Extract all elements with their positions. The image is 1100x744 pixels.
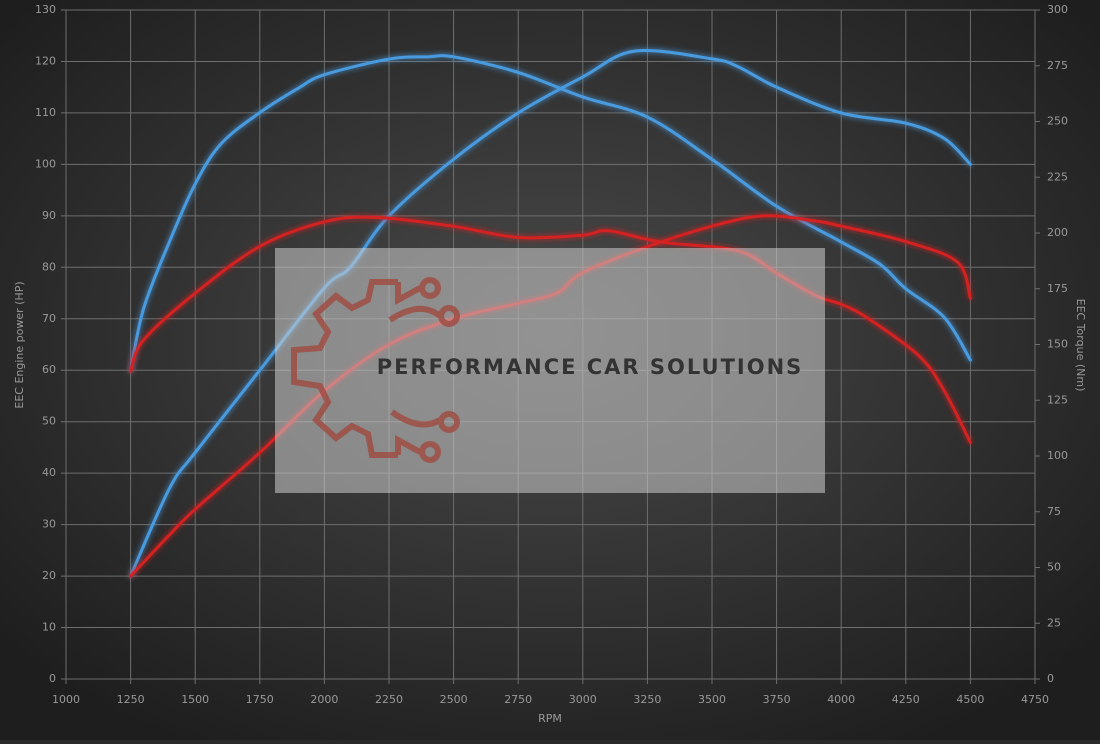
x-tick-label: 1500 [181, 693, 209, 706]
x-tick-label: 4750 [1021, 693, 1049, 706]
y-tick-label: 110 [35, 106, 56, 119]
x-tick-label: 4250 [892, 693, 920, 706]
watermark: PERFORMANCE CAR SOLUTIONS [275, 248, 825, 493]
y-tick-label: 130 [35, 3, 56, 16]
y-tick-label: 120 [35, 54, 56, 67]
logo [291, 277, 460, 463]
y-tick-label: 80 [42, 260, 56, 273]
x-tick-label: 3750 [763, 693, 791, 706]
axis-labels: RPM EEC Engine power (HP) EEC Torque (Nm… [13, 281, 1087, 725]
y2-tick-label: 275 [1047, 59, 1068, 72]
y-tick-label: 30 [42, 518, 56, 531]
watermark-text: PERFORMANCE CAR SOLUTIONS [377, 355, 804, 379]
x-tick-label: 2500 [440, 693, 468, 706]
y-tick-label: 50 [42, 415, 56, 428]
y-tick-label: 90 [42, 209, 56, 222]
x-tick-label: 3000 [569, 693, 597, 706]
x-tick-label: 3250 [633, 693, 661, 706]
y-tick-label: 10 [42, 621, 56, 634]
x-axis-label: RPM [538, 712, 562, 725]
y2-tick-label: 75 [1047, 505, 1061, 518]
y2-tick-label: 25 [1047, 616, 1061, 629]
y2-tick-label: 50 [1047, 561, 1061, 574]
x-tick-label: 4500 [956, 693, 984, 706]
y-tick-label: 20 [42, 569, 56, 582]
series-line [129, 54, 972, 373]
y2-tick-label: 150 [1047, 338, 1068, 351]
y2-tick-label: 250 [1047, 115, 1068, 128]
y2-tick-label: 125 [1047, 393, 1068, 406]
y2-axis-label: EEC Torque (Nm) [1074, 299, 1087, 392]
y-tick-label: 100 [35, 157, 56, 170]
series-line [129, 215, 972, 445]
series-line [129, 49, 972, 578]
y2-tick-label: 100 [1047, 449, 1068, 462]
y-tick-label: 0 [49, 672, 56, 685]
x-tick-label: 3500 [698, 693, 726, 706]
y-tick-label: 60 [42, 363, 56, 376]
y2-tick-label: 175 [1047, 282, 1068, 295]
y-tick-label: 40 [42, 466, 56, 479]
y2-tick-label: 225 [1047, 170, 1068, 183]
x-tick-label: 2250 [375, 693, 403, 706]
x-tick-label: 4000 [827, 693, 855, 706]
x-tick-label: 2000 [310, 693, 338, 706]
y-tick-label: 70 [42, 312, 56, 325]
x-tick-label: 1250 [117, 693, 145, 706]
y2-tick-label: 0 [1047, 672, 1054, 685]
y2-tick-label: 300 [1047, 3, 1068, 16]
x-tick-label: 2750 [504, 693, 532, 706]
y2-tick-label: 200 [1047, 226, 1068, 239]
watermark-box [275, 248, 825, 493]
y-axis-label: EEC Engine power (HP) [13, 281, 26, 408]
x-tick-label: 1000 [52, 693, 80, 706]
x-tick-label: 1750 [246, 693, 274, 706]
